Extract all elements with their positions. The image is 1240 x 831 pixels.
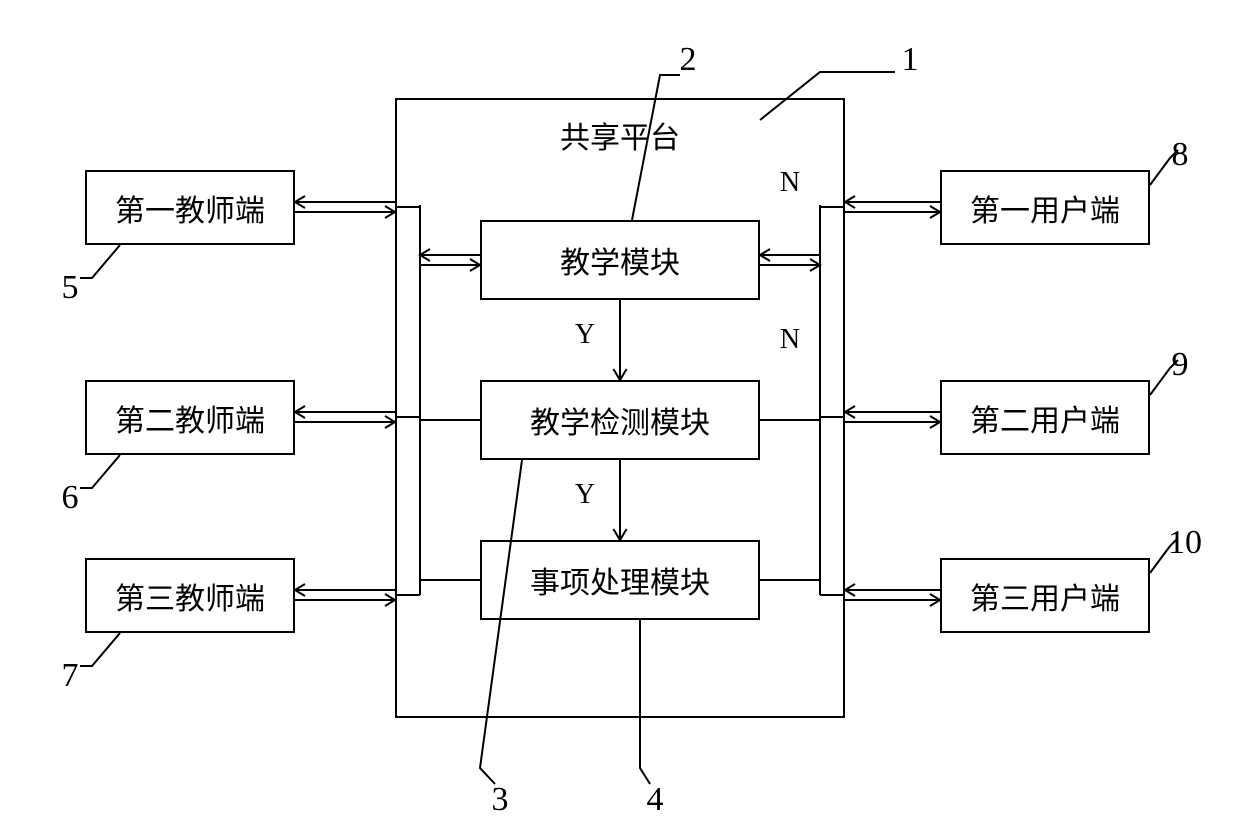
callout-number-8: 8 bbox=[1172, 136, 1189, 174]
teaching-detection-module-box: 教学检测模块 bbox=[480, 380, 760, 460]
callout-number-5: 5 bbox=[62, 269, 79, 307]
teaching-detection-module-label: 教学检测模块 bbox=[530, 398, 710, 442]
diagram-stage: 共享平台 教学模块 教学检测模块 事项处理模块 第一教师端 第二教师端 第三教师… bbox=[0, 0, 1240, 831]
flow-label-n-mid: N bbox=[780, 324, 800, 356]
teacher-terminal-3-label: 第三教师端 bbox=[115, 574, 265, 618]
teaching-module-label: 教学模块 bbox=[560, 238, 680, 282]
flow-label-y2: Y bbox=[575, 479, 595, 511]
callout-number-2: 2 bbox=[680, 41, 697, 79]
callout-number-3: 3 bbox=[492, 781, 509, 819]
user-terminal-2-box: 第二用户端 bbox=[940, 380, 1150, 455]
user-terminal-3-label: 第三用户端 bbox=[970, 574, 1120, 618]
user-terminal-1-box: 第一用户端 bbox=[940, 170, 1150, 245]
callout-number-6: 6 bbox=[62, 479, 79, 517]
flow-label-n-top: N bbox=[780, 167, 800, 199]
user-terminal-1-label: 第一用户端 bbox=[970, 186, 1120, 230]
callout-number-4: 4 bbox=[647, 781, 664, 819]
callout-number-10: 10 bbox=[1168, 524, 1202, 562]
user-terminal-2-label: 第二用户端 bbox=[970, 396, 1120, 440]
teacher-terminal-3-box: 第三教师端 bbox=[85, 558, 295, 633]
teacher-terminal-2-box: 第二教师端 bbox=[85, 380, 295, 455]
teacher-terminal-1-label: 第一教师端 bbox=[115, 186, 265, 230]
callout-number-7: 7 bbox=[62, 657, 79, 695]
flow-label-y1: Y bbox=[575, 319, 595, 351]
teacher-terminal-1-box: 第一教师端 bbox=[85, 170, 295, 245]
callout-number-1: 1 bbox=[902, 41, 919, 79]
callout-number-9: 9 bbox=[1172, 346, 1189, 384]
teaching-module-box: 教学模块 bbox=[480, 220, 760, 300]
event-processing-module-label: 事项处理模块 bbox=[530, 558, 710, 602]
user-terminal-3-box: 第三用户端 bbox=[940, 558, 1150, 633]
teacher-terminal-2-label: 第二教师端 bbox=[115, 396, 265, 440]
platform-title: 共享平台 bbox=[560, 113, 680, 157]
event-processing-module-box: 事项处理模块 bbox=[480, 540, 760, 620]
